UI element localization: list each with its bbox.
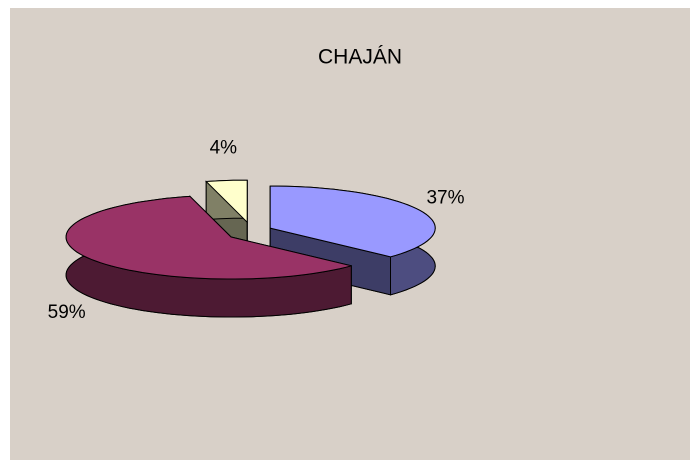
- chart-title: CHAJÁN: [318, 46, 402, 69]
- data-label: 59%: [48, 302, 86, 323]
- slice-top: [269, 185, 436, 258]
- slice-top: [65, 195, 352, 280]
- data-label: 4%: [210, 138, 238, 159]
- slice-top: [205, 179, 248, 224]
- data-label: 37%: [426, 188, 464, 209]
